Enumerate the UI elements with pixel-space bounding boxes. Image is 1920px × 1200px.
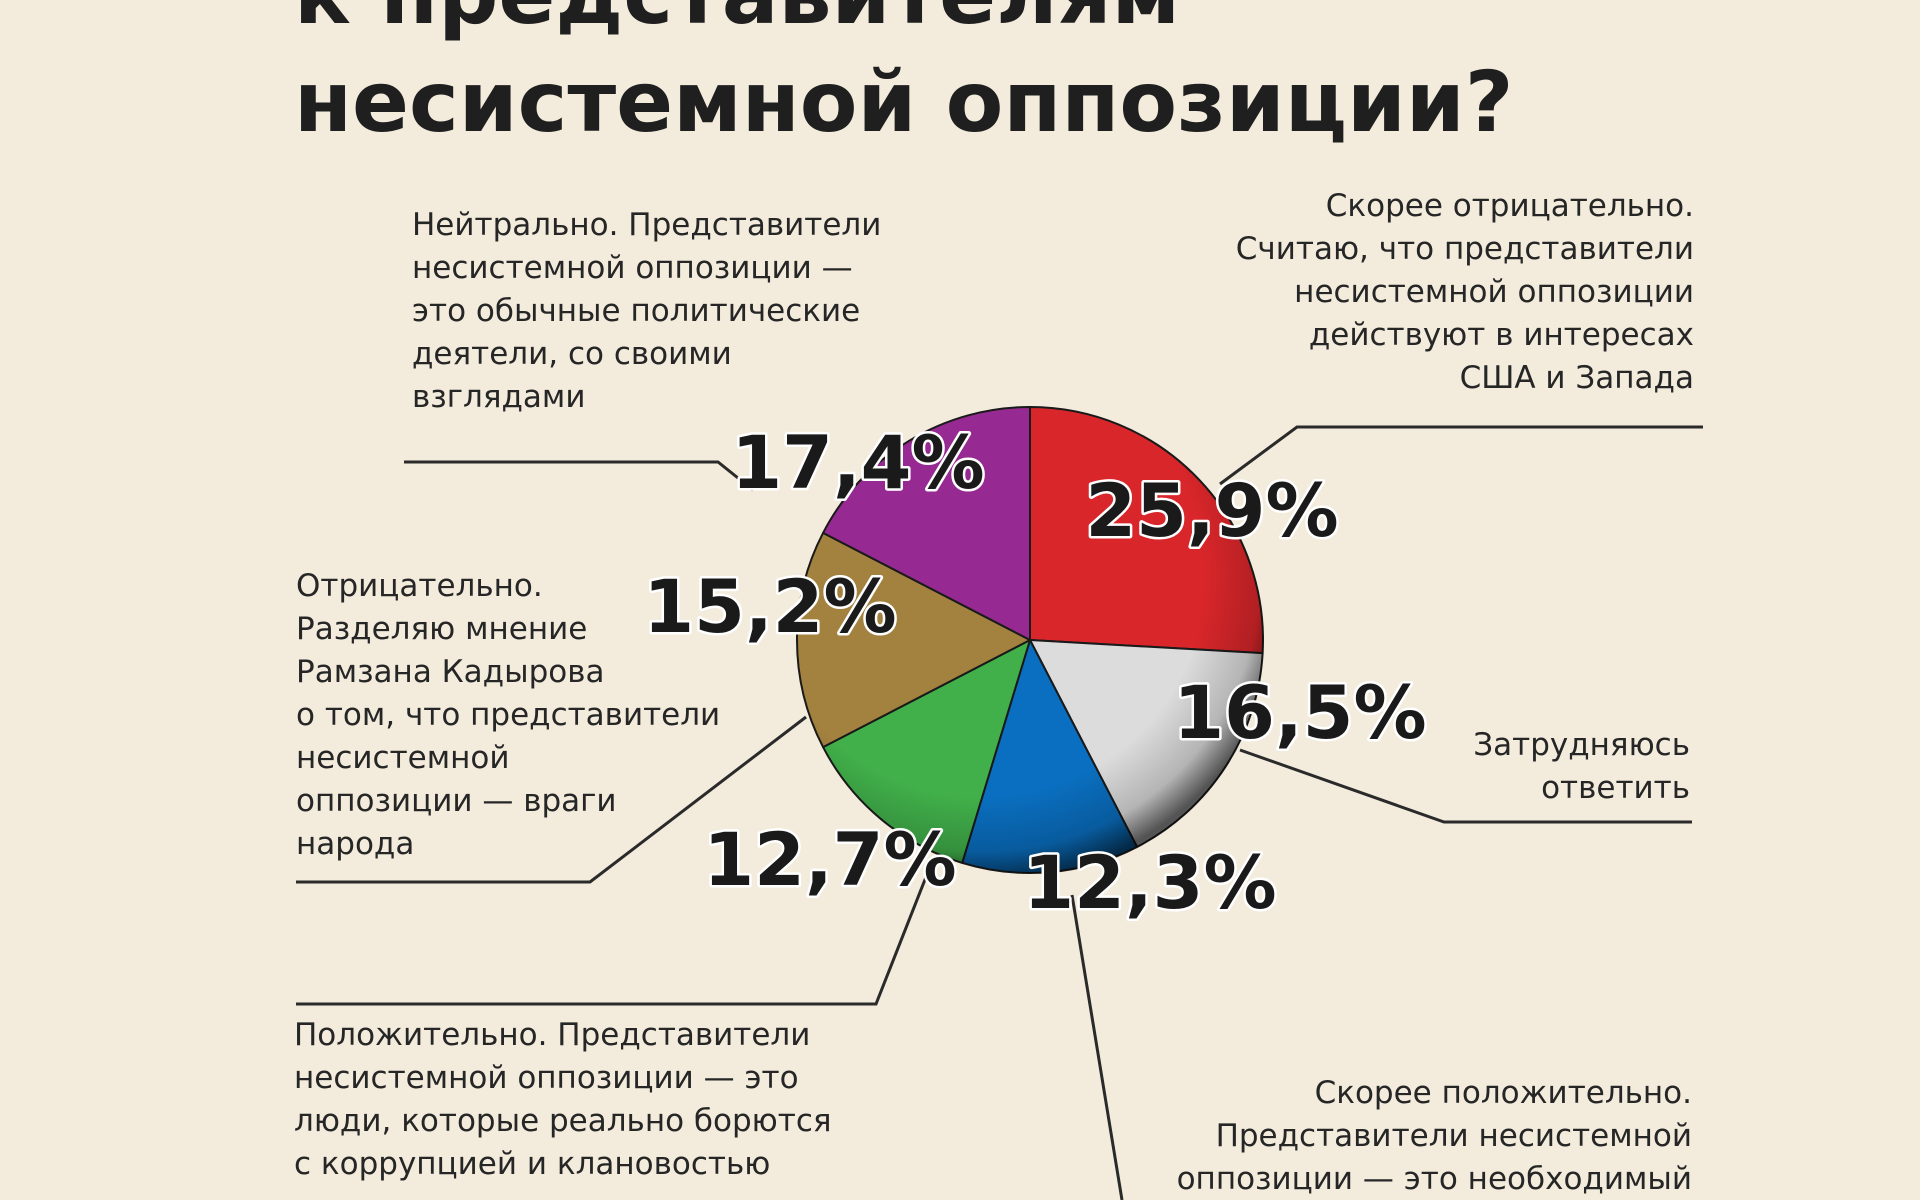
value-label-positive: 12,7% (703, 818, 956, 903)
label-line: несистемной (296, 740, 510, 776)
label-line: с коррупцией и клановостью (294, 1146, 771, 1182)
label-line: Скорее положительно. (1314, 1075, 1692, 1111)
chart-title-line-1: к представителям (294, 0, 1494, 43)
label-line: оппозиции — это необходимый (1176, 1161, 1692, 1197)
label-hard-to-say: Затрудняюсь ответить (1300, 724, 1690, 810)
value-label-neutral: 17,4% (731, 421, 984, 506)
label-line: люди, которые реально борются (294, 1103, 832, 1139)
value-labels: 25,9% 16,5% 12,3% 12,7% 15,2% 17,4% (641, 419, 1429, 929)
label-line: несистемной оппозиции — (412, 250, 853, 286)
label-line: Затрудняюсь (1473, 727, 1690, 763)
label-line: Скорее отрицательно. (1325, 188, 1694, 224)
label-line: Нейтрально. Представители (412, 207, 882, 243)
label-line: ответить (1541, 770, 1690, 806)
leader-lines (296, 425, 1703, 1200)
label-line: несистемной оппозиции — это (294, 1060, 799, 1096)
label-line: Рамзана Кадырова (296, 654, 605, 690)
value-label-negative: 15,2% (643, 565, 896, 650)
label-line: США и Запада (1459, 360, 1694, 396)
label-line: действуют в интересах (1308, 317, 1694, 353)
label-line: взглядами (412, 379, 586, 415)
label-line: Считаю, что представители (1235, 231, 1694, 267)
leader-line-hard-to-say (1239, 748, 1692, 824)
label-line: оппозиции — враги (296, 783, 617, 819)
leader-line-mostly-positive (1070, 894, 1124, 1200)
label-line: Отрицательно. (296, 568, 543, 604)
label-line: несистемной оппозиции (1294, 274, 1694, 310)
pie-shading (797, 407, 1263, 873)
label-line: о том, что представители (296, 697, 721, 733)
leader-line-mostly-negative (1219, 425, 1703, 486)
label-line: деятели, со своими (412, 336, 732, 372)
label-positive: Положительно. Представители несистемной … (294, 1014, 954, 1186)
label-line: Представители несистемной (1215, 1118, 1692, 1154)
label-line: это обычные политические (412, 293, 861, 329)
leader-line-neutral (404, 460, 754, 492)
label-line: Разделяю мнение (296, 611, 588, 647)
value-label-hard-to-say: 16,5% (1173, 671, 1426, 756)
leader-line-negative (296, 715, 807, 884)
label-neutral: Нейтрально. Представители несистемной оп… (412, 204, 972, 419)
value-label-mostly-negative: 25,9% (1085, 469, 1338, 554)
label-negative: Отрицательно. Разделяю мнение Рамзана Ка… (296, 565, 796, 866)
leader-line-positive (296, 876, 928, 1006)
label-line: народа (296, 826, 415, 862)
label-mostly-negative: Скорее отрицательно. Считаю, что предста… (1100, 185, 1694, 400)
label-mostly-positive: Скорее положительно. Представители несис… (1050, 1072, 1692, 1200)
label-line: Положительно. Представители (294, 1017, 811, 1053)
chart-title-line-2: несистемной оппозиции? (294, 53, 1514, 151)
value-label-mostly-positive: 12,3% (1023, 841, 1276, 926)
